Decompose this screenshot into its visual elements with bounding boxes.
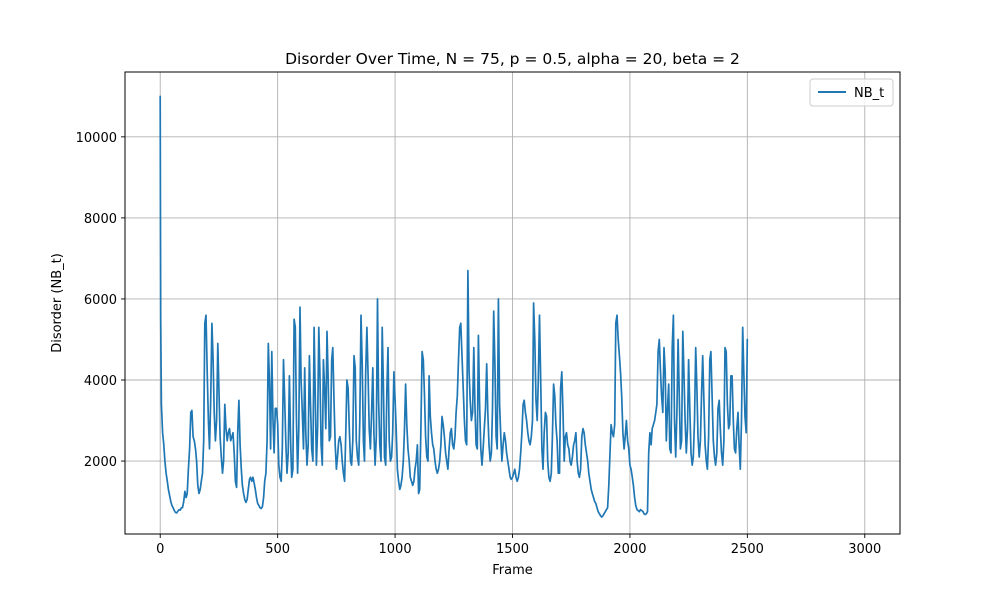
x-axis-label: Frame <box>492 563 533 578</box>
x-tick-label: 3000 <box>848 542 881 557</box>
x-tick-label: 1500 <box>496 542 529 557</box>
series-line-nb-t <box>159 95 749 518</box>
y-tick-label: 8000 <box>84 212 117 227</box>
legend-label-nb-t: NB_t <box>854 86 884 101</box>
x-tick-label: 500 <box>265 542 290 557</box>
x-tick-label: 2000 <box>613 542 646 557</box>
axis-ticks: 0 500 1000 1500 2000 2500 3000 2000 4000 6000 8000… <box>76 131 882 557</box>
legend-box <box>809 78 894 107</box>
y-tick-label: 4000 <box>84 374 117 389</box>
grid <box>125 72 900 534</box>
y-tick-label: 6000 <box>84 293 117 308</box>
y-axis-label: Disorder (NB_t) <box>50 253 65 353</box>
x-tick-label: 2500 <box>731 542 764 557</box>
legend: NB_t <box>809 78 894 107</box>
x-tick-label: 0 <box>156 542 164 557</box>
y-tick-label: 2000 <box>84 455 117 470</box>
x-tick-label: 1000 <box>379 542 412 557</box>
chart-title: Disorder Over Time, N = 75, p = 0.5, alp… <box>285 50 740 68</box>
series <box>159 95 749 518</box>
y-tick-label: 10000 <box>76 131 117 146</box>
plot-frame <box>124 71 901 535</box>
